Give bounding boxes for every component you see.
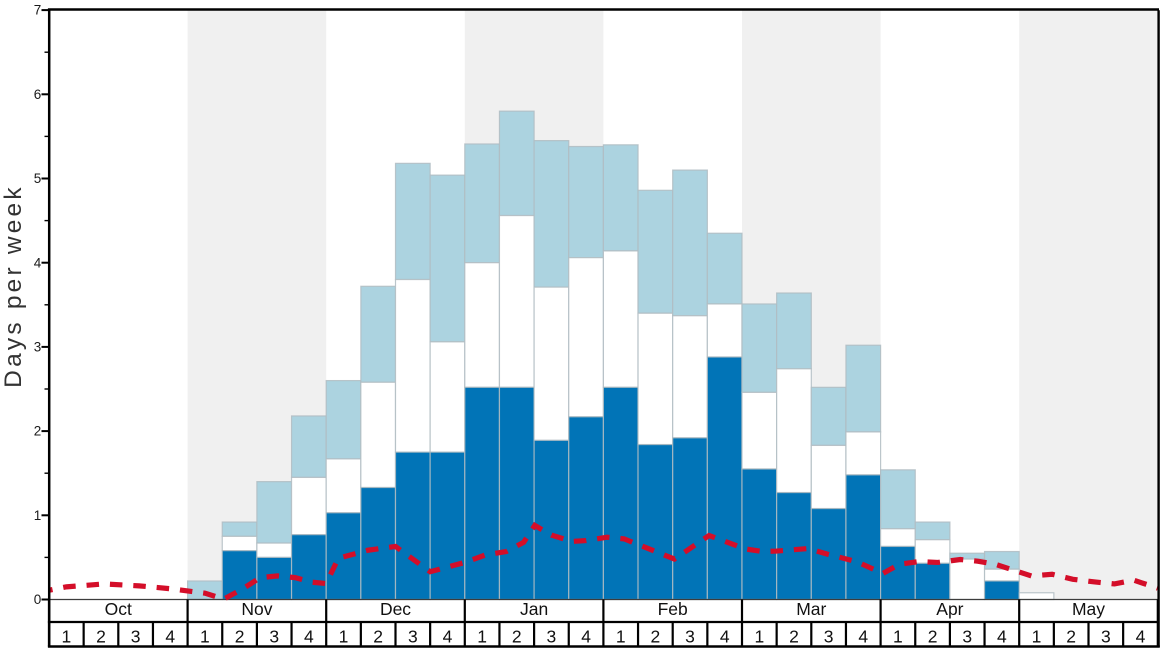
svg-text:2: 2 bbox=[34, 424, 42, 439]
svg-text:Oct: Oct bbox=[105, 599, 132, 619]
svg-text:Nov: Nov bbox=[241, 599, 272, 619]
svg-text:Apr: Apr bbox=[936, 599, 963, 619]
svg-text:5: 5 bbox=[34, 171, 42, 186]
svg-text:Jan: Jan bbox=[520, 599, 548, 619]
svg-text:3: 3 bbox=[34, 340, 42, 355]
svg-text:7: 7 bbox=[34, 3, 42, 18]
svg-text:0: 0 bbox=[34, 592, 42, 607]
svg-text:2: 2 bbox=[651, 627, 661, 647]
svg-text:3: 3 bbox=[685, 627, 695, 647]
svg-text:3: 3 bbox=[408, 627, 418, 647]
svg-text:4: 4 bbox=[997, 627, 1007, 647]
svg-text:4: 4 bbox=[34, 255, 42, 270]
svg-text:4: 4 bbox=[858, 627, 868, 647]
svg-text:1: 1 bbox=[200, 627, 210, 647]
svg-text:Days per week: Days per week bbox=[0, 184, 27, 388]
svg-text:2: 2 bbox=[235, 627, 245, 647]
svg-text:3: 3 bbox=[131, 627, 141, 647]
svg-text:2: 2 bbox=[1066, 627, 1076, 647]
svg-text:2: 2 bbox=[928, 627, 938, 647]
svg-text:3: 3 bbox=[962, 627, 972, 647]
svg-text:1: 1 bbox=[34, 508, 42, 523]
svg-text:1: 1 bbox=[477, 627, 487, 647]
svg-text:2: 2 bbox=[373, 627, 383, 647]
svg-text:4: 4 bbox=[720, 627, 730, 647]
svg-text:1: 1 bbox=[616, 627, 626, 647]
svg-text:Feb: Feb bbox=[658, 599, 688, 619]
svg-text:3: 3 bbox=[824, 627, 834, 647]
svg-text:2: 2 bbox=[789, 627, 799, 647]
svg-text:2: 2 bbox=[512, 627, 522, 647]
svg-text:Dec: Dec bbox=[380, 599, 411, 619]
svg-text:6: 6 bbox=[34, 87, 42, 102]
svg-text:3: 3 bbox=[269, 627, 279, 647]
svg-text:1: 1 bbox=[61, 627, 71, 647]
svg-text:4: 4 bbox=[581, 627, 591, 647]
svg-text:May: May bbox=[1072, 599, 1105, 619]
svg-text:Mar: Mar bbox=[796, 599, 826, 619]
svg-text:3: 3 bbox=[1101, 627, 1111, 647]
svg-text:1: 1 bbox=[754, 627, 764, 647]
svg-text:2: 2 bbox=[96, 627, 106, 647]
svg-text:4: 4 bbox=[165, 627, 175, 647]
svg-text:4: 4 bbox=[443, 627, 453, 647]
svg-text:3: 3 bbox=[547, 627, 557, 647]
svg-text:4: 4 bbox=[1136, 627, 1146, 647]
svg-text:1: 1 bbox=[1032, 627, 1042, 647]
svg-text:4: 4 bbox=[304, 627, 314, 647]
svg-text:1: 1 bbox=[339, 627, 349, 647]
svg-text:1: 1 bbox=[893, 627, 903, 647]
